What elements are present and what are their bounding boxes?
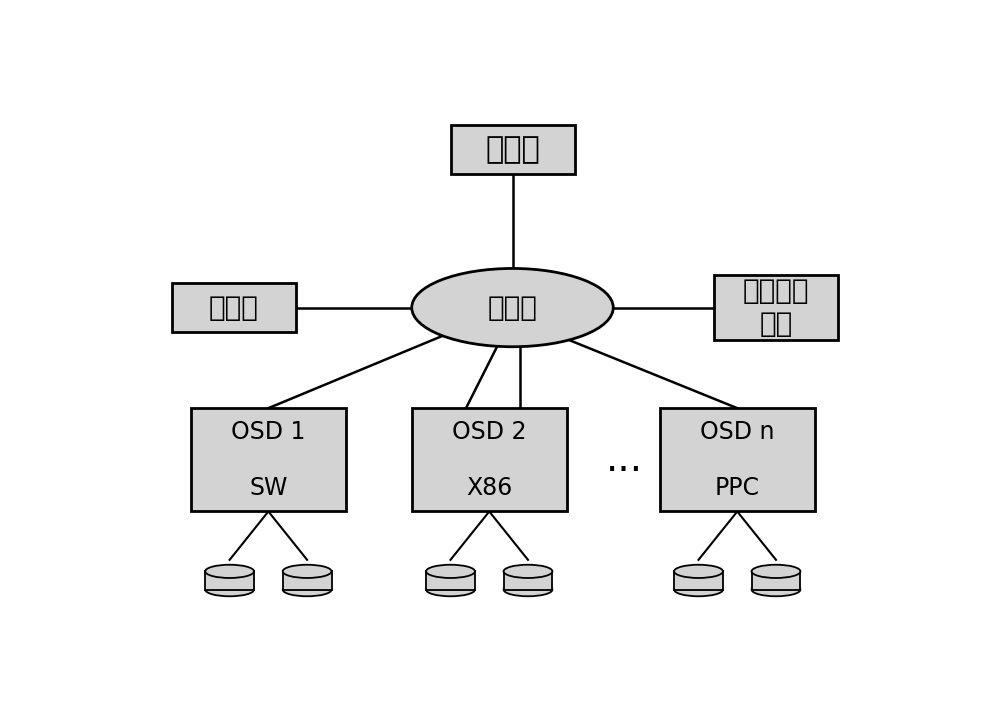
Text: ...: ...: [606, 441, 643, 479]
Bar: [426, 571, 475, 590]
Ellipse shape: [674, 565, 723, 578]
Text: OSD n

PPC: OSD n PPC: [700, 420, 774, 500]
Bar: [674, 571, 723, 590]
Bar: [205, 571, 254, 590]
FancyBboxPatch shape: [714, 275, 838, 340]
Ellipse shape: [283, 565, 332, 578]
FancyBboxPatch shape: [450, 126, 574, 174]
Ellipse shape: [426, 583, 475, 597]
Bar: [283, 571, 332, 590]
Text: OSD 2

X86: OSD 2 X86: [452, 420, 526, 500]
FancyBboxPatch shape: [412, 408, 567, 511]
Ellipse shape: [283, 583, 332, 597]
Text: 元数据服
务器: 元数据服 务器: [743, 277, 809, 337]
Bar: [752, 571, 800, 590]
Ellipse shape: [426, 565, 475, 578]
Bar: [504, 571, 552, 590]
Ellipse shape: [205, 565, 254, 578]
Text: 交换机: 交换机: [488, 294, 537, 322]
Ellipse shape: [504, 583, 552, 597]
FancyBboxPatch shape: [191, 408, 346, 511]
Ellipse shape: [412, 268, 613, 347]
Ellipse shape: [752, 565, 800, 578]
Ellipse shape: [674, 583, 723, 597]
Ellipse shape: [504, 565, 552, 578]
FancyBboxPatch shape: [660, 408, 815, 511]
Ellipse shape: [752, 583, 800, 597]
Text: 仲裁器: 仲裁器: [209, 294, 258, 322]
Ellipse shape: [205, 583, 254, 597]
Text: 客户端: 客户端: [485, 136, 540, 164]
Text: OSD 1

SW: OSD 1 SW: [231, 420, 306, 500]
FancyBboxPatch shape: [172, 283, 296, 332]
